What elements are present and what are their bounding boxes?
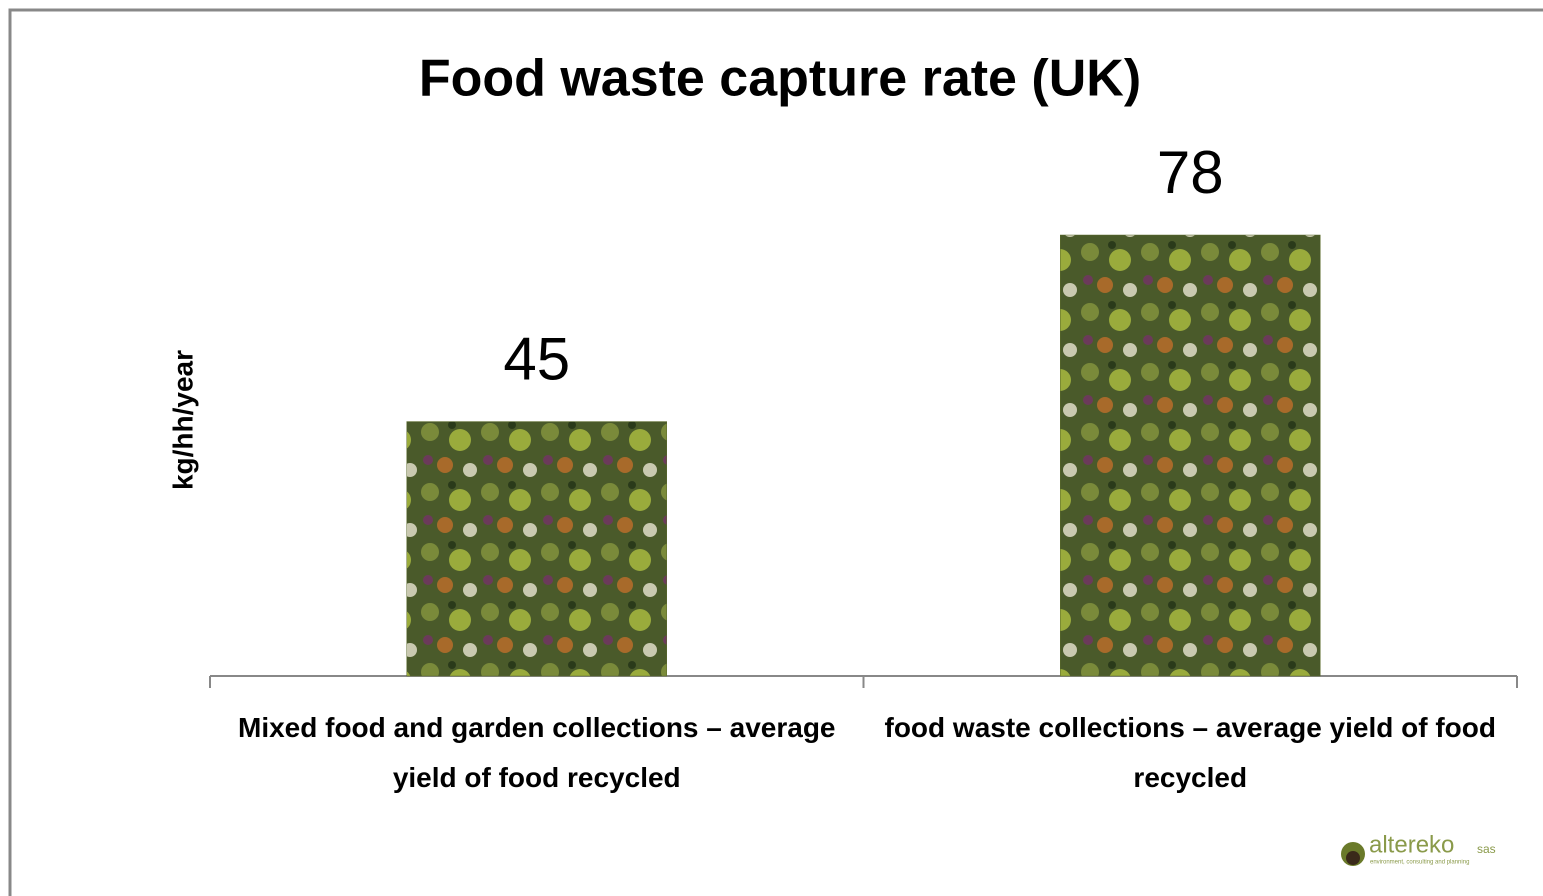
logo-mark bbox=[1346, 851, 1360, 865]
chart-title: Food waste capture rate (UK) bbox=[419, 50, 1141, 108]
data-label: 45 bbox=[503, 325, 570, 392]
logo-tagline: environment, consulting and planning bbox=[1370, 860, 1469, 866]
logo-name: altereko bbox=[1369, 831, 1454, 858]
bar bbox=[406, 421, 667, 677]
data-label: 78 bbox=[1157, 139, 1224, 206]
frame bbox=[8, 8, 1543, 896]
y-axis-label: kg/hh/year bbox=[167, 350, 198, 490]
x-tick-label: Mixed food and garden collections – aver… bbox=[238, 712, 836, 793]
logo: altereko sas environment, consulting and… bbox=[1341, 831, 1496, 866]
x-tick-label: food waste collections – average yield o… bbox=[884, 712, 1496, 793]
bar bbox=[1060, 234, 1321, 677]
logo-suffix: sas bbox=[1477, 842, 1496, 856]
